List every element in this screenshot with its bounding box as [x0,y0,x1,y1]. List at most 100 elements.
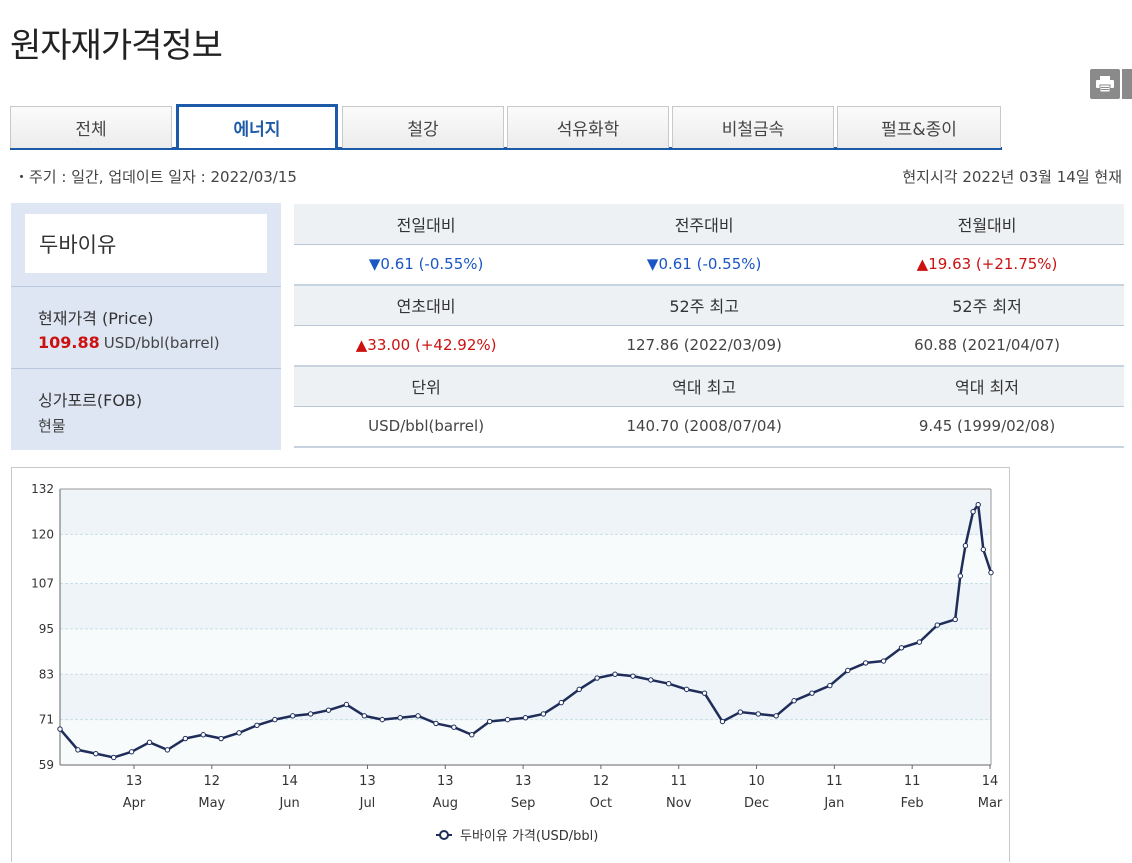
stat-header: 전월대비 [850,204,1124,245]
x-tick-day: 10 [748,774,765,789]
data-point [827,682,833,689]
x-tick-month: Sep [511,796,536,811]
data-point [486,718,493,725]
data-point [648,677,654,683]
data-point [200,732,206,738]
stat-value-prev-day: ▼0.61 (-0.55%) [294,244,559,286]
data-point [773,713,779,719]
tab-petrochemical[interactable]: 석유화학 [507,106,669,148]
x-tick-day: 11 [670,774,687,789]
x-tick-month: Nov [666,796,692,811]
data-point [451,724,457,730]
stat-header: 단위 [294,366,559,407]
y-tick-label: 120 [31,527,54,541]
chart-band [60,534,991,584]
print-button[interactable] [1090,69,1120,99]
data-point [970,508,976,515]
data-point [325,707,332,713]
data-point [218,735,224,742]
tab-steel[interactable]: 철강 [342,106,504,148]
data-point [934,622,940,628]
data-point [128,749,135,755]
x-tick-month: Mar [978,796,1003,811]
data-point [576,686,582,693]
x-tick-month: Aug [433,796,458,811]
data-point [916,639,923,645]
x-tick-day: 13 [437,774,454,789]
data-point [612,671,618,677]
x-tick-month: May [198,796,225,811]
data-point [957,573,964,579]
price-section: 현재가격 (Price) 109.88 USD/bbl(barrel) [11,286,281,368]
data-point [594,675,600,681]
x-tick-day: 14 [281,774,298,789]
y-tick-label: 71 [39,713,54,727]
y-tick-label: 83 [39,667,54,681]
print-icon [1096,76,1114,92]
stat-header: 역대 최저 [850,366,1124,407]
data-point [433,720,439,727]
data-point [737,709,744,715]
commodity-summary: 두바이유 현재가격 (Price) 109.88 USD/bbl(barrel) … [11,203,281,450]
data-point [93,750,99,757]
price-label: 현재가격 (Price) [38,309,154,328]
x-tick-day: 12 [204,774,221,789]
tab-energy[interactable]: 에너지 [176,104,338,148]
y-tick-label: 132 [31,482,54,496]
x-tick-month: Apr [123,796,146,811]
tab-baseline [10,147,1002,150]
data-point [719,718,726,725]
x-tick-day: 13 [359,774,376,789]
data-point [343,701,350,708]
stat-header: 연초대비 [294,285,559,326]
x-tick-month: Oct [590,796,612,811]
data-point [791,698,797,704]
x-tick-month: Feb [901,796,924,811]
data-point [146,739,153,746]
data-point [898,645,905,651]
category-tabs: 전체 에너지 철강 석유화학 비철금속 펄프&종이 [10,104,1002,150]
legend-label: 두바이유 가격(USD/bbl) [460,829,598,844]
chart-band [60,583,991,629]
stat-value-prev-week: ▼0.61 (-0.55%) [558,244,851,286]
x-tick-day: 12 [593,774,610,789]
x-tick-day: 13 [126,774,143,789]
chart-band [60,489,991,535]
tab-all[interactable]: 전체 [10,106,172,148]
stat-value-unit: USD/bbl(barrel) [294,406,559,448]
data-point [522,715,529,721]
page-title: 원자재가격정보 [10,26,223,66]
x-tick-month: Jan [823,796,844,811]
data-point [809,690,815,696]
y-tick-label: 95 [39,622,54,636]
chart-band [60,674,991,720]
data-point [469,732,475,738]
tab-pulp-paper[interactable]: 펄프&종이 [837,106,1001,148]
x-tick-day: 14 [982,774,999,789]
stat-header: 전일대비 [294,204,559,245]
stat-header: 52주 최고 [558,285,851,326]
x-tick-month: Jun [278,796,299,811]
data-point [415,713,421,719]
market-label: 싱가포르(FOB) [38,391,143,410]
data-point [111,754,117,761]
data-point [845,667,851,674]
data-point [666,681,672,687]
data-point [880,658,887,664]
data-point [558,699,565,706]
data-point [952,616,958,623]
data-point [962,543,969,549]
x-tick-day: 11 [904,774,921,789]
x-tick-day: 13 [515,774,532,789]
tab-nonferrous-metal[interactable]: 비철금속 [672,106,834,148]
data-point [361,713,368,719]
data-point [75,747,81,753]
data-point [307,711,314,717]
price-stats-table: 전일대비 전주대비 전월대비 ▼0.61 (-0.55%) ▼0.61 (-0.… [294,204,1124,448]
stat-value-ytd: ▲33.00 (+42.92%) [294,325,559,367]
share-button[interactable] [1122,69,1132,99]
update-info: ・주기 : 일간, 업데이트 일자 : 2022/03/15 [14,168,297,186]
stat-header: 전주대비 [558,204,851,245]
stat-value-52w-low: 60.88 (2021/04/07) [850,325,1124,367]
data-point [397,715,403,721]
